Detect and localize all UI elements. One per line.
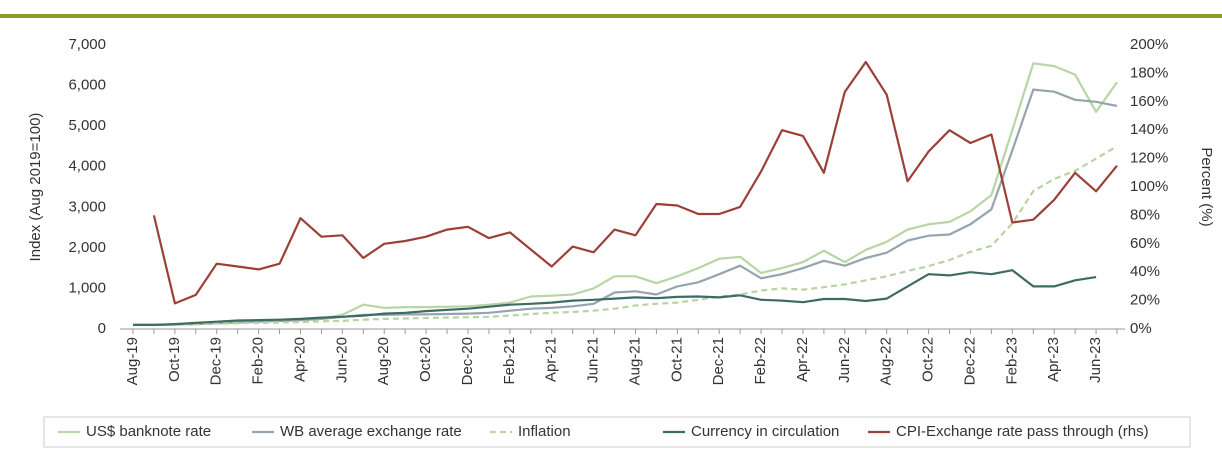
- y-tick-label: 4,000: [68, 158, 106, 175]
- y2-tick-label: 100%: [1130, 178, 1168, 195]
- y-tick-label: 2,000: [68, 239, 106, 256]
- y2-tick-label: 200%: [1130, 36, 1168, 53]
- legend-box: [43, 416, 1191, 448]
- y2-tick-label: 20%: [1130, 292, 1160, 309]
- x-tick-label: Jun-23: [1087, 337, 1104, 383]
- x-tick-label: Apr-22: [794, 337, 811, 382]
- y-tick-label: 3,000: [68, 198, 106, 215]
- legend-label: Inflation: [518, 423, 571, 440]
- y2-tick-label: 120%: [1130, 150, 1168, 167]
- x-tick-label: Aug-20: [375, 337, 392, 385]
- y-axis-title: Index (Aug 2019=100): [27, 113, 44, 262]
- y-tick-label: 0: [98, 320, 106, 337]
- x-tick-label: Feb-20: [250, 337, 267, 385]
- x-tick-label: Aug-19: [124, 337, 141, 385]
- series-line: [133, 145, 1118, 326]
- y-tick-label: 5,000: [68, 117, 106, 134]
- x-tick-label: Apr-20: [291, 337, 308, 382]
- x-tick-label: Dec-20: [459, 337, 476, 385]
- y2-tick-label: 0%: [1130, 320, 1152, 337]
- x-tick-label: Aug-21: [626, 337, 643, 385]
- y2-tick-label: 180%: [1130, 64, 1168, 81]
- y-tick-label: 1,000: [68, 279, 106, 296]
- y2-axis-title: Percent (%): [1198, 147, 1215, 226]
- series-line: [133, 269, 1097, 326]
- y-tick-label: 7,000: [68, 36, 106, 53]
- x-tick-label: Jun-22: [836, 337, 853, 383]
- legend-label: US$ banknote rate: [86, 423, 211, 440]
- x-tick-label: Oct-21: [668, 337, 685, 382]
- x-tick-label: Dec-22: [961, 337, 978, 385]
- x-tick-label: Dec-19: [208, 337, 225, 385]
- y2-tick-label: 80%: [1130, 206, 1160, 223]
- legend-label: Currency in circulation: [691, 423, 839, 440]
- legend-label: CPI-Exchange rate pass through (rhs): [896, 423, 1149, 440]
- x-tick-label: Oct-19: [166, 337, 183, 382]
- legend-label: WB average exchange rate: [280, 423, 462, 440]
- series-line: [152, 60, 1118, 305]
- x-tick-label: Dec-21: [710, 337, 727, 385]
- x-tick-label: Apr-21: [543, 337, 560, 382]
- series-line: [133, 62, 1118, 326]
- x-tick-label: Aug-22: [878, 337, 895, 385]
- x-tick-label: Feb-23: [1003, 337, 1020, 385]
- y-tick-label: 6,000: [68, 77, 106, 94]
- x-tick-label: Oct-20: [417, 337, 434, 382]
- y2-tick-label: 160%: [1130, 93, 1168, 110]
- y2-tick-label: 60%: [1130, 235, 1160, 252]
- x-tick-label: Oct-22: [920, 337, 937, 382]
- x-tick-label: Feb-22: [752, 337, 769, 385]
- y2-tick-label: 140%: [1130, 121, 1168, 138]
- x-tick-label: Apr-23: [1045, 337, 1062, 382]
- x-tick-label: Jun-21: [585, 337, 602, 383]
- x-tick-label: Feb-21: [501, 337, 518, 385]
- x-tick-label: Jun-20: [333, 337, 350, 383]
- y2-tick-label: 40%: [1130, 263, 1160, 280]
- series-line: [133, 88, 1118, 326]
